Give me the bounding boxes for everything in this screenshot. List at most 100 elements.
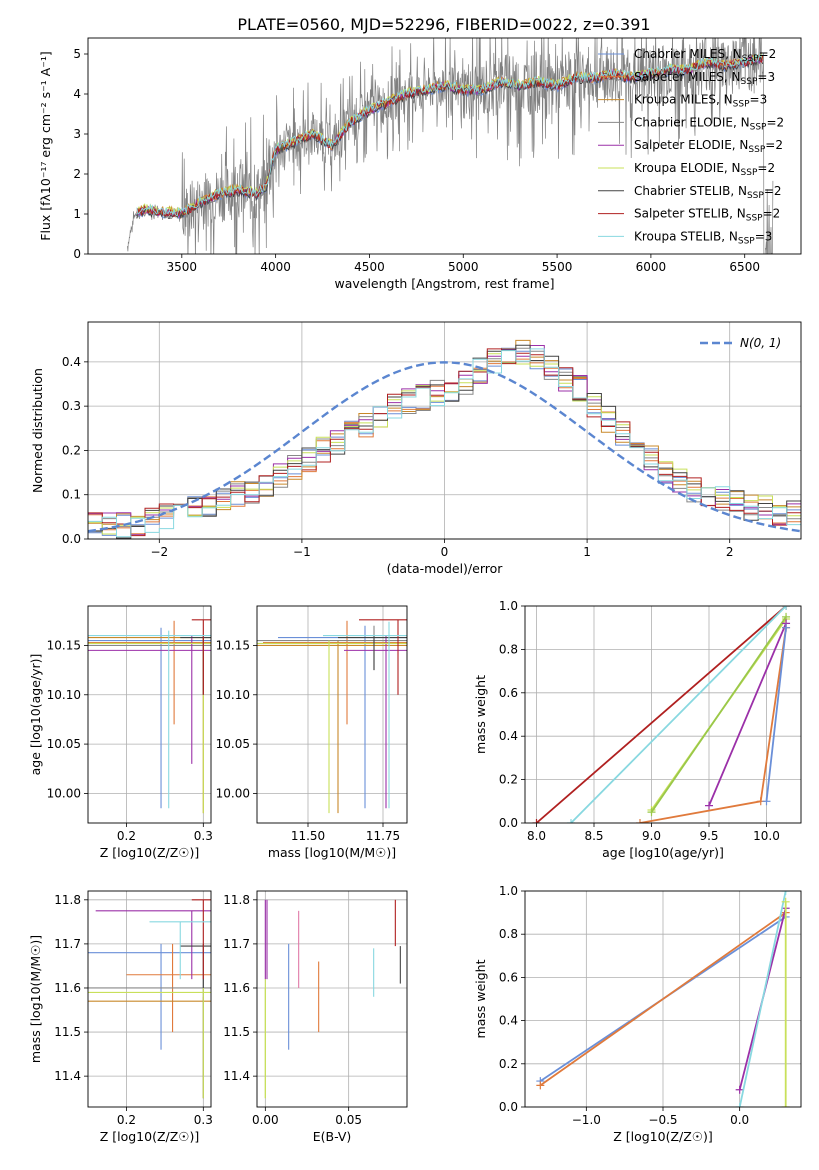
spectrum-xlabel: wavelength [Angstrom, rest frame] [334, 276, 554, 291]
mass-weight-vs-age-ylabel: mass weight [473, 675, 488, 754]
legend-label: Salpeter ELODIE, NSSP=2 [634, 138, 783, 155]
y-tick-label: 0.1 [62, 488, 81, 502]
age-vs-Z-xlabel: Z [log10(Z/Z☉)] [100, 845, 200, 860]
weight-point [636, 819, 644, 823]
x-tick-label: 8.0 [527, 829, 546, 843]
y-tick-label: 10.00 [216, 786, 250, 800]
x-tick-label: 0.2 [117, 1113, 136, 1127]
y-tick-label: 0.6 [499, 686, 518, 700]
y-tick-label: 0.8 [499, 927, 518, 941]
age-vs-Z-ylabel: age [log10(age/yr)] [28, 654, 43, 776]
weight-series-2 [570, 606, 787, 823]
plots: 3500 4000 4500 5000 5500 6000 6500 0 1 2 3 4 5 wavele… [28, 37, 802, 1144]
weight-point [735, 1085, 744, 1094]
legend-label: Chabrier STELIB, NSSP=2 [634, 184, 782, 201]
weight-point [781, 1103, 790, 1107]
x-tick-label: 11.75 [366, 829, 400, 843]
x-tick-label: −1.0 [572, 1113, 601, 1127]
residuals-frame [87, 321, 802, 540]
legend-label: Chabrier MILES, NSSP=2 [634, 47, 776, 64]
histogram-9 [88, 348, 801, 538]
x-tick-label: 5500 [542, 260, 573, 274]
normal-curve [88, 361, 801, 533]
y-tick-label: 11.6 [54, 981, 81, 995]
mass-weight-vs-Z-ylabel: mass weight [473, 959, 488, 1038]
weight-series-5 [708, 623, 787, 806]
figure-title: PLATE=0560, MJD=52296, FIBERID=0022, z=0… [237, 15, 650, 34]
y-tick-label: 10.05 [216, 737, 250, 751]
age-vs-mass-axes: 11.50 11.75 10.00 10.05 10.10 10.15 mass [log1… [216, 606, 407, 860]
x-tick-label: 0 [441, 545, 449, 559]
y-tick-label: 10.00 [47, 786, 81, 800]
y-tick-label: 0.0 [499, 1100, 518, 1114]
y-tick-label: 0.2 [499, 773, 518, 787]
y-tick-label: 0.2 [499, 1057, 518, 1071]
age-vs-mass-marks [257, 619, 407, 814]
mass-weight-vs-age-xlabel: age [log10(age/yr)] [602, 845, 724, 860]
model-spectrum-9 [136, 53, 763, 217]
y-tick-label: 0 [73, 247, 81, 261]
x-tick-label: 0.05 [335, 1113, 362, 1127]
y-tick-label: 0.4 [499, 1014, 518, 1028]
mass-vs-Z-xlabel: Z [log10(Z/Z☉)] [100, 1129, 200, 1144]
histogram-8 [88, 348, 801, 537]
y-tick-label: 0.4 [62, 355, 81, 369]
y-tick-label: 1 [73, 207, 81, 221]
x-tick-label: 0.3 [194, 829, 213, 843]
y-tick-label: 0.3 [62, 399, 81, 413]
age-vs-Z-axes: 0.2 0.3 10.00 10.05 10.10 10.15 Z [log10(Z/Z☉)… [28, 606, 213, 860]
age-vs-mass-xlabel: mass [log10(M/M☉)] [268, 845, 396, 860]
y-tick-label: 4 [73, 87, 81, 101]
x-tick-label: −2 [150, 545, 168, 559]
age-vs-Z-marks [88, 619, 211, 814]
x-tick-label: 10.0 [753, 829, 780, 843]
x-tick-label: 4000 [260, 260, 291, 274]
weight-point [782, 606, 791, 610]
x-tick-label: 11.50 [291, 829, 325, 843]
y-tick-label: 10.05 [47, 737, 81, 751]
spectrum-ylabel: Flux [fλ10⁻¹⁷ erg cm⁻² s⁻¹ A⁻¹] [38, 51, 53, 240]
weight-point [705, 801, 713, 810]
weight-series-7 [765, 627, 787, 802]
x-tick-label: 3500 [167, 260, 198, 274]
mass-vs-ebv-axes: 0.00 0.05 11.4 11.5 11.6 11.7 11.8 E(B-V) [223, 891, 407, 1144]
residuals-axes: −2 −1 0 1 2 0.0 0.1 0.2 0.3 0.4 (data-model)/error… [30, 322, 801, 576]
normal-legend-label: N(0, 1) [740, 336, 781, 350]
weight-series-4 [738, 891, 787, 1107]
mass-vs-ebv-frame [256, 890, 408, 1108]
x-tick-label: 9.5 [699, 829, 718, 843]
weight-series-4 [650, 616, 787, 813]
legend-label: Salpeter MILES, NSSP=3 [634, 70, 775, 87]
mass-weight-vs-age-lines [532, 606, 791, 823]
x-tick-label: 8.5 [584, 829, 603, 843]
mass-weight-vs-Z-frame [524, 890, 802, 1108]
mass-weight-vs-age-axes: 8.0 8.5 9.0 9.5 10.0 0.0 0.2 0.4 0.6 0.8 1.0 age [l… [473, 599, 801, 860]
legend-label: Kroupa ELODIE, NSSP=2 [634, 161, 775, 178]
x-tick-label: 0.2 [117, 829, 136, 843]
x-tick-label: −0.5 [648, 1113, 677, 1127]
mass-weight-vs-age-frame [524, 605, 802, 824]
y-tick-label: 0.6 [499, 970, 518, 984]
y-tick-label: 11.5 [54, 1025, 81, 1039]
weight-series-1 [535, 606, 787, 823]
age-vs-mass-frame [256, 605, 408, 824]
x-tick-label: 0.0 [730, 1113, 749, 1127]
y-tick-label: 11.4 [223, 1069, 250, 1083]
y-tick-label: 1.0 [499, 599, 518, 613]
mass-vs-Z-ylabel: mass [log10(M/M☉)] [28, 935, 43, 1063]
y-tick-label: 0.0 [499, 816, 518, 830]
residuals-xlabel: (data-model)/error [387, 561, 504, 576]
y-tick-label: 11.7 [54, 937, 81, 951]
spectrum-frame [87, 37, 802, 255]
y-tick-label: 11.8 [223, 893, 250, 907]
mass-vs-Z-marks [88, 899, 211, 1099]
y-tick-label: 5 [73, 47, 81, 61]
mass-weight-vs-Z-lines [536, 891, 790, 1107]
weight-point [532, 819, 541, 823]
weight-point [781, 891, 790, 895]
y-tick-label: 11.6 [223, 981, 250, 995]
y-tick-label: 0.0 [62, 532, 81, 546]
x-tick-label: 0.3 [194, 1113, 213, 1127]
legend-label: Kroupa MILES, NSSP=3 [634, 93, 767, 110]
